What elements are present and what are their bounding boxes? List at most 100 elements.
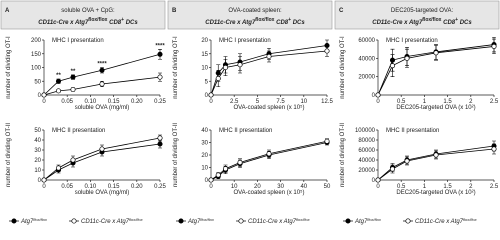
x-tick-label: 0.15 xyxy=(108,184,120,190)
x-tick-label: 0.20 xyxy=(131,99,143,105)
x-tick-label: 0 xyxy=(376,184,380,190)
x-tick-label: 1.5 xyxy=(443,184,452,190)
data-point xyxy=(266,53,272,60)
legend-marker xyxy=(178,218,184,224)
data-point xyxy=(55,78,62,84)
panel-header xyxy=(167,0,333,30)
y-tick-label: 30 xyxy=(34,148,41,154)
x-tick-label: 0.10 xyxy=(85,184,97,190)
data-point xyxy=(70,86,76,93)
x-tick-label: 40 xyxy=(300,184,307,190)
legend-marker xyxy=(345,218,351,224)
y-tick-label: 20000 xyxy=(358,75,375,81)
legend-name-sup: flox/flox xyxy=(200,217,215,222)
legend-label: Atg7flox/flox xyxy=(187,217,215,226)
data-point xyxy=(215,172,221,178)
data-point xyxy=(433,152,439,158)
panel-heading: soluble OVA + CpG: xyxy=(61,8,115,14)
y-tick-label: 100000 xyxy=(355,128,376,134)
x-tick-label: 0.10 xyxy=(85,99,97,105)
heading-segment: CD11c-Cre x Atg7 xyxy=(205,20,256,26)
x-tick-label: 12.5 xyxy=(321,99,333,105)
heading-segment: CD8 xyxy=(274,20,288,26)
heading-segment: flox/flox xyxy=(88,17,107,23)
heading-segment: CD8 xyxy=(107,20,121,26)
heading-segment: + xyxy=(288,17,291,23)
y-tick-label: 5 xyxy=(205,79,209,85)
data-point xyxy=(55,165,62,171)
legend-name-sup: flox/flox xyxy=(129,217,144,222)
y-tick-label: 40000 xyxy=(358,158,375,164)
data-point xyxy=(237,62,243,68)
chart-title: MHC I presentation xyxy=(219,38,271,44)
series-line xyxy=(43,53,161,96)
data-point xyxy=(208,92,214,98)
y-axis-label: number of dividing OT-I xyxy=(340,36,346,99)
data-point xyxy=(157,135,163,141)
x-tick-label: 0.25 xyxy=(154,99,166,105)
chart-title: MHC II presentation xyxy=(52,128,105,134)
y-tick-label: 10 xyxy=(201,66,208,72)
y-tick-label: 0 xyxy=(205,93,209,99)
data-point xyxy=(99,67,105,73)
data-point xyxy=(375,177,381,183)
panel-heading: OVA-coated spleen: xyxy=(228,8,282,14)
x-tick-label: 0.15 xyxy=(108,99,120,105)
y-tick-label: 80000 xyxy=(358,138,375,144)
heading-segment: CD11c-Cre x Atg7 xyxy=(38,20,89,26)
x-tick-label: 50 xyxy=(324,184,331,190)
legend-label: CD11c-Cre x Atg7flox/flox xyxy=(248,217,311,226)
y-tick-label: 10 xyxy=(34,168,41,174)
y-tick-label: 40 xyxy=(201,128,208,134)
y-axis-label: number of dividing OT-II xyxy=(6,123,12,187)
data-point xyxy=(157,51,163,57)
legend-name: CD11c-Cre x Atg7 xyxy=(81,219,130,225)
data-point xyxy=(375,92,381,98)
x-tick-label: 0.05 xyxy=(61,99,73,105)
y-tick-label: 60000 xyxy=(358,38,375,44)
heading-segment: + xyxy=(121,17,124,23)
data-point xyxy=(222,166,229,172)
data-point xyxy=(41,92,47,98)
series-line xyxy=(210,50,328,96)
x-axis-label: soluble OVA (mg/ml) xyxy=(75,105,130,111)
panel-heading: CD11c-Cre x Atg7flox/flox CD8+ DCs xyxy=(372,17,472,26)
heading-segment: CD11c-Cre x Atg7 xyxy=(372,20,423,26)
x-tick-label: 1 xyxy=(423,99,427,105)
x-tick-label: 2 xyxy=(469,99,473,105)
legend-marker xyxy=(238,218,244,224)
legend-label: Atg7flox/flox xyxy=(354,217,382,226)
data-point xyxy=(99,81,105,87)
data-point xyxy=(208,177,214,183)
series-line xyxy=(210,140,328,181)
legend-name-sup: flox/flox xyxy=(367,217,382,222)
chart-title: MHC II presentation xyxy=(219,128,272,134)
legend-marker xyxy=(71,218,77,224)
legend-name-sup: flox/flox xyxy=(296,217,311,222)
y-tick-label: 200 xyxy=(31,38,42,44)
legend-label: Atg7flox/flox xyxy=(20,217,48,226)
data-point xyxy=(324,138,330,144)
y-tick-label: 60000 xyxy=(358,148,375,154)
heading-segment: flox/flox xyxy=(422,17,441,23)
x-tick-label: 0.25 xyxy=(154,184,166,190)
legend-name: CD11c-Cre x Atg7 xyxy=(415,219,464,225)
x-tick-label: 7.5 xyxy=(276,99,285,105)
heading-segment: + xyxy=(455,17,458,23)
y-tick-label: 20 xyxy=(34,158,41,164)
y-tick-label: 50 xyxy=(34,79,41,85)
data-point xyxy=(324,48,330,54)
x-tick-label: 2.5 xyxy=(490,184,499,190)
data-point xyxy=(491,43,497,49)
chart-title: MHC II presentation xyxy=(386,128,439,134)
data-point xyxy=(215,75,221,82)
data-point xyxy=(70,157,76,163)
y-tick-label: 0 xyxy=(38,93,42,99)
x-axis-label: DEC205-targeted OVA (x 10²) xyxy=(396,105,475,111)
heading-segment: DCs xyxy=(291,20,305,26)
x-tick-label: 1.5 xyxy=(443,99,452,105)
heading-segment: flox/flox xyxy=(255,17,274,23)
heading-segment: DCs xyxy=(124,20,138,26)
y-axis-label: number of dividing OT-II xyxy=(173,123,179,187)
